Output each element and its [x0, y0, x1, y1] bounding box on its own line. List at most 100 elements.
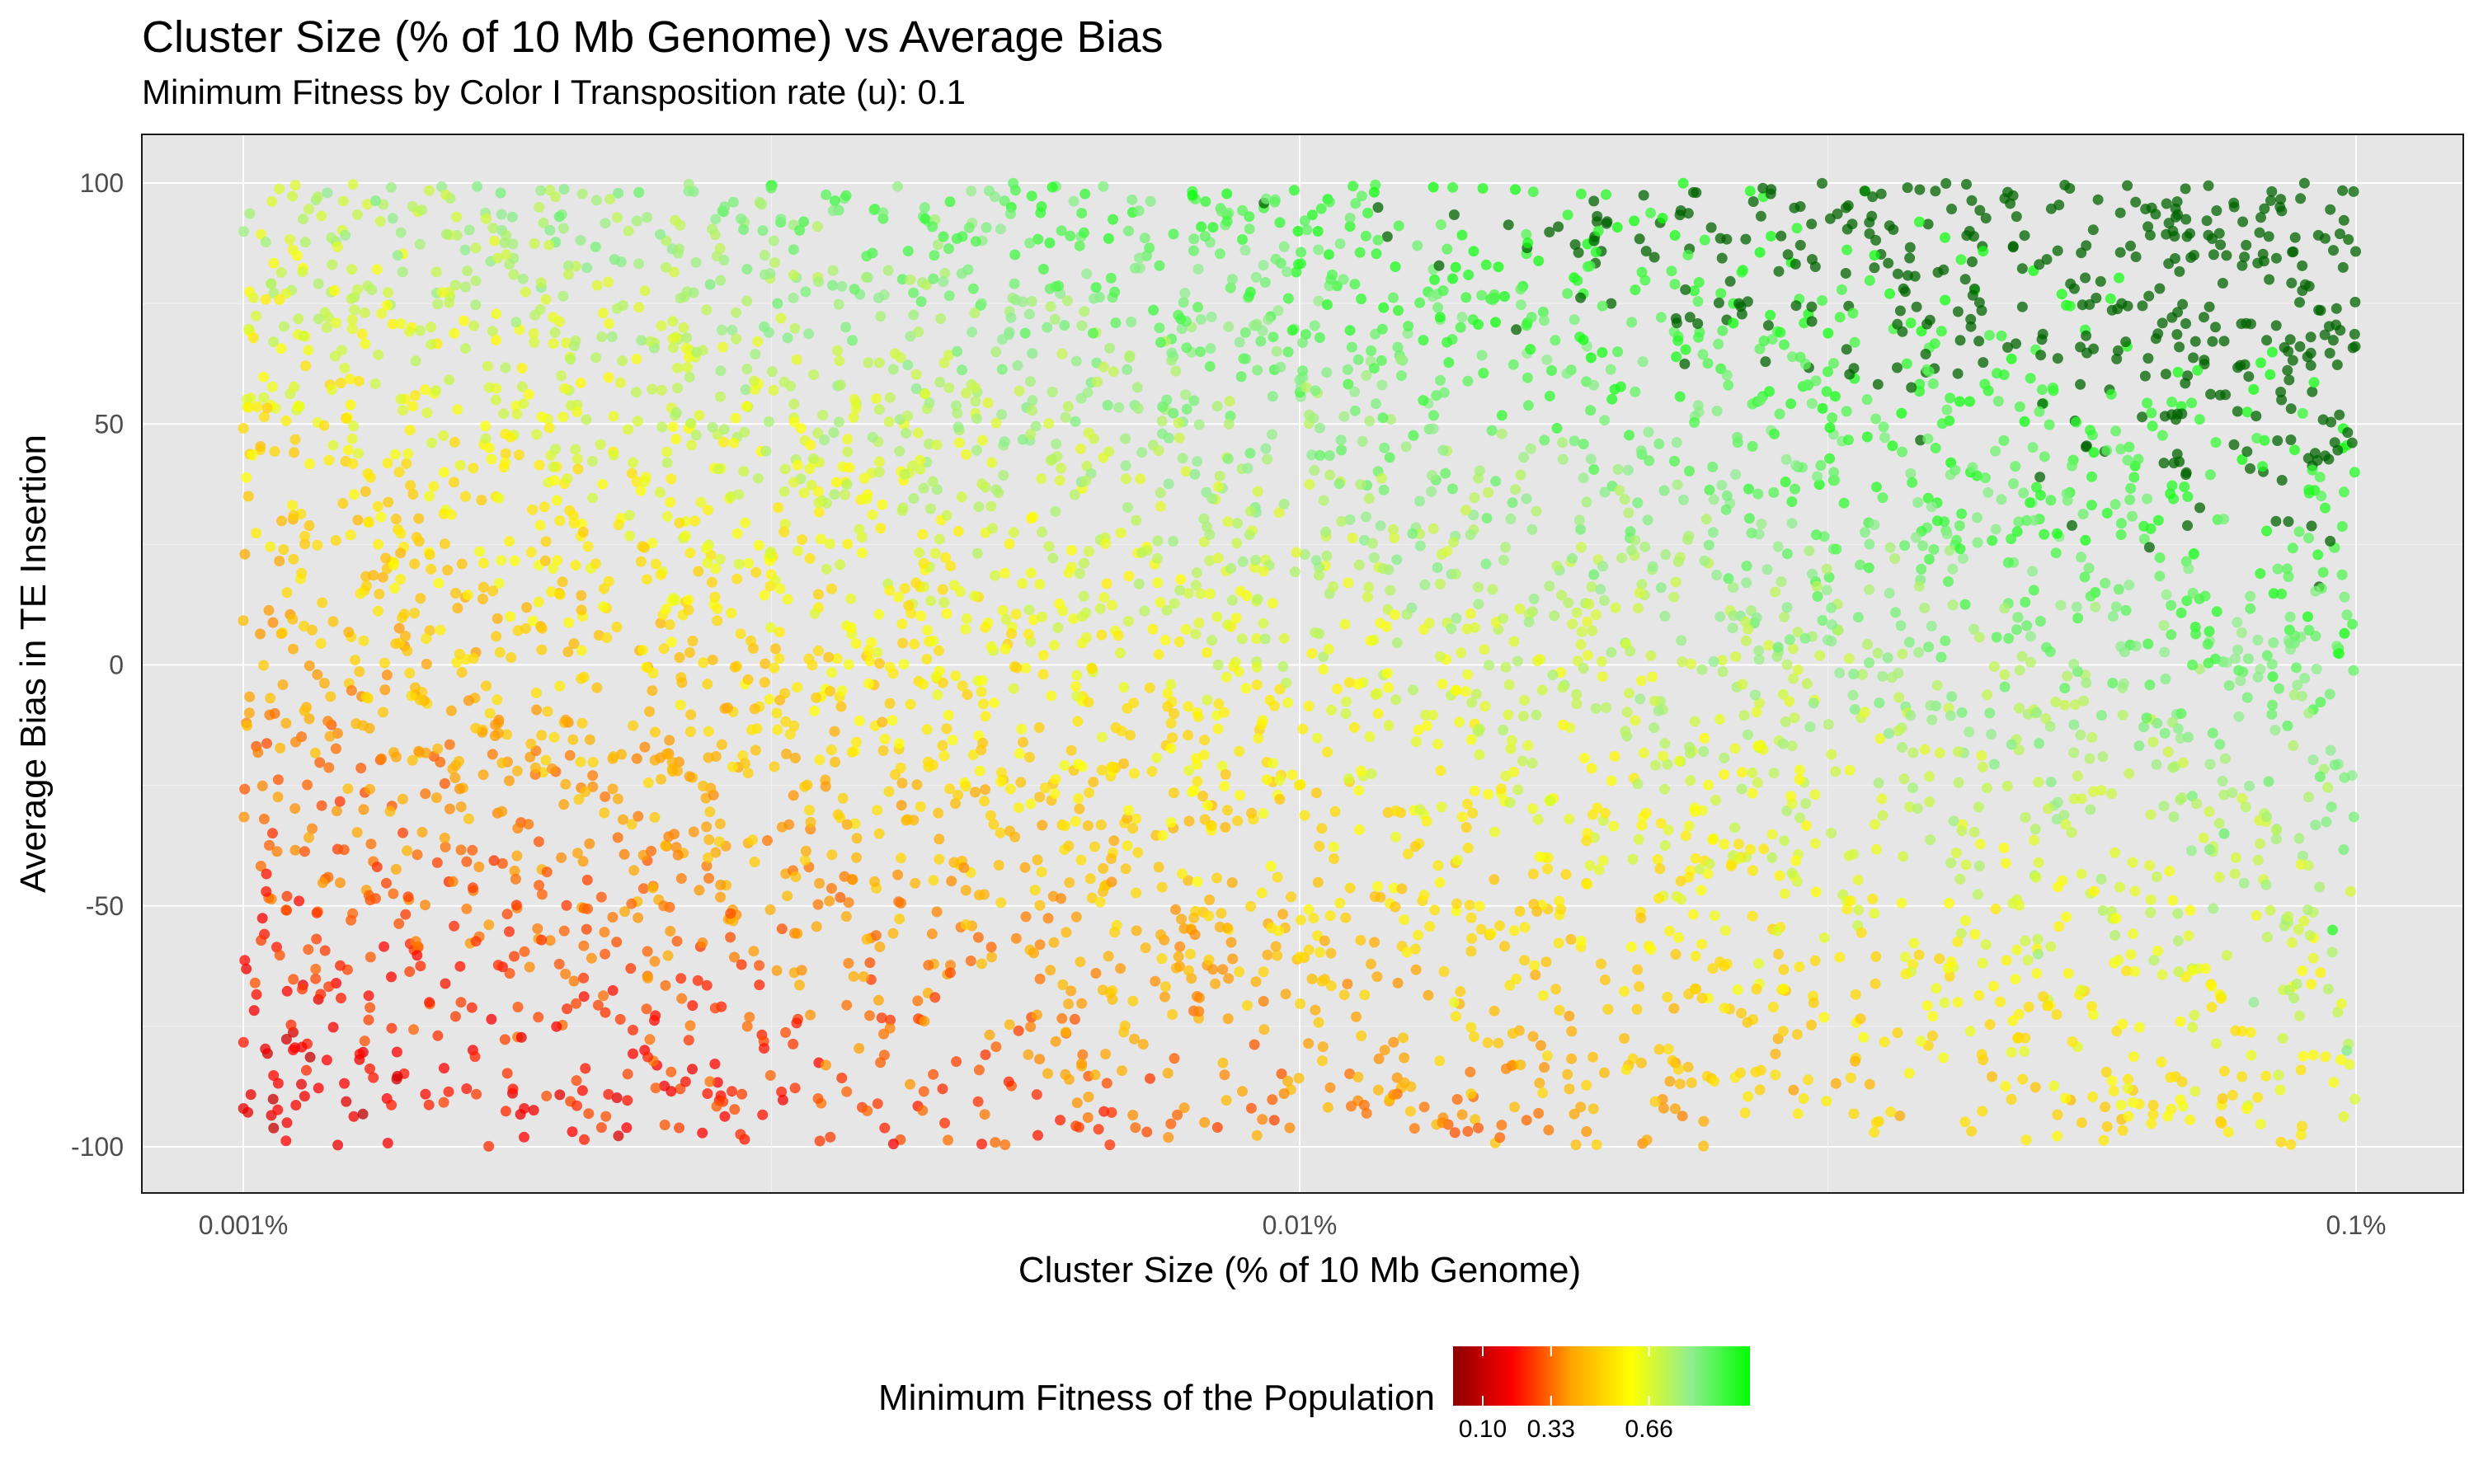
scatter-point [910, 369, 922, 380]
scatter-point [1210, 978, 1221, 989]
scatter-point [1372, 881, 1383, 892]
scatter-point [325, 691, 336, 702]
scatter-point [297, 984, 308, 995]
scatter-point [582, 541, 594, 552]
scatter-point [1544, 227, 1555, 237]
scatter-point [1959, 274, 1971, 285]
scatter-point [1157, 401, 1169, 412]
scatter-point [1849, 703, 1860, 715]
scatter-point [647, 538, 658, 549]
scatter-point [1056, 1012, 1068, 1024]
scatter-point [2109, 499, 2121, 510]
scatter-point [1669, 230, 1681, 241]
scatter-point [1383, 682, 1394, 693]
scatter-point [2284, 637, 2296, 649]
scatter-point [2189, 336, 2201, 347]
scatter-point [450, 279, 461, 291]
scatter-point [597, 478, 609, 490]
scatter-point [376, 308, 387, 319]
scatter-point [1690, 852, 1701, 864]
scatter-point [1006, 628, 1018, 640]
scatter-point [812, 486, 824, 497]
scatter-point [788, 477, 800, 488]
scatter-point [1165, 679, 1177, 690]
scatter-point [2114, 207, 2126, 218]
scatter-point [2311, 664, 2322, 674]
scatter-point [861, 933, 872, 945]
scatter-point [1640, 246, 1652, 257]
scatter-point [275, 628, 287, 640]
scatter-point [1590, 702, 1602, 714]
scatter-point [1848, 1108, 1860, 1120]
scatter-point [1044, 237, 1056, 249]
scatter-point [1096, 629, 1108, 641]
scatter-point [483, 919, 495, 931]
scatter-point [540, 294, 552, 305]
scatter-point [274, 183, 285, 195]
scatter-point [1829, 474, 1841, 486]
scatter-point [1086, 892, 1098, 904]
scatter-point [1750, 689, 1761, 701]
scatter-point [2052, 353, 2063, 364]
scatter-point [1028, 614, 1039, 626]
scatter-point [943, 243, 954, 255]
scatter-point [451, 657, 463, 668]
scatter-point [2283, 571, 2294, 582]
scatter-point [1427, 470, 1438, 481]
scatter-point [2095, 710, 2107, 721]
scatter-point [1892, 268, 1903, 279]
scatter-point [1073, 793, 1084, 805]
scatter-point [2085, 590, 2096, 602]
scatter-point [1698, 1115, 1710, 1127]
scatter-point [716, 739, 727, 750]
scatter-point [845, 622, 857, 633]
scatter-point [2122, 180, 2133, 191]
scatter-point [752, 336, 764, 347]
scatter-point [1623, 688, 1634, 699]
scatter-point [1861, 394, 1873, 406]
scatter-point [1779, 888, 1790, 899]
scatter-point [622, 1068, 633, 1080]
scatter-point [2267, 671, 2279, 683]
scatter-point [1451, 613, 1462, 624]
scatter-point [1919, 744, 1931, 755]
scatter-point [1947, 563, 1959, 575]
scatter-point [930, 671, 942, 683]
scatter-point [2215, 239, 2227, 251]
scatter-point [386, 1099, 397, 1111]
scatter-point [2130, 251, 2142, 262]
scatter-point [1684, 312, 1696, 323]
scatter-point [1362, 591, 1373, 603]
scatter-point [1098, 181, 1109, 192]
scatter-point [345, 399, 356, 411]
scatter-point [365, 783, 375, 795]
scatter-point [454, 459, 466, 471]
scatter-point [255, 441, 266, 452]
scatter-point [689, 515, 701, 527]
scatter-point [439, 1063, 449, 1074]
scatter-point [1945, 857, 1957, 869]
scatter-point [1276, 1068, 1287, 1079]
scatter-point [2288, 993, 2300, 1004]
scatter-point [636, 335, 647, 346]
scatter-point [1100, 1049, 1112, 1059]
scatter-point [655, 752, 666, 763]
scatter-point [1905, 467, 1917, 479]
scatter-point [1448, 537, 1459, 548]
scatter-point [1328, 581, 1339, 592]
scatter-point [628, 1048, 638, 1059]
scatter-point [1844, 764, 1856, 776]
scatter-point [849, 284, 860, 295]
scatter-point [928, 875, 939, 886]
scatter-point [1242, 463, 1253, 474]
scatter-point [1072, 758, 1084, 770]
scatter-point [1278, 632, 1290, 644]
scatter-point [558, 799, 570, 810]
scatter-point [299, 530, 311, 542]
scatter-point [1760, 356, 1771, 368]
scatter-point [633, 302, 645, 313]
scatter-point [688, 287, 699, 298]
scatter-point [1395, 354, 1406, 365]
scatter-point [760, 445, 772, 457]
scatter-point [1027, 348, 1038, 359]
